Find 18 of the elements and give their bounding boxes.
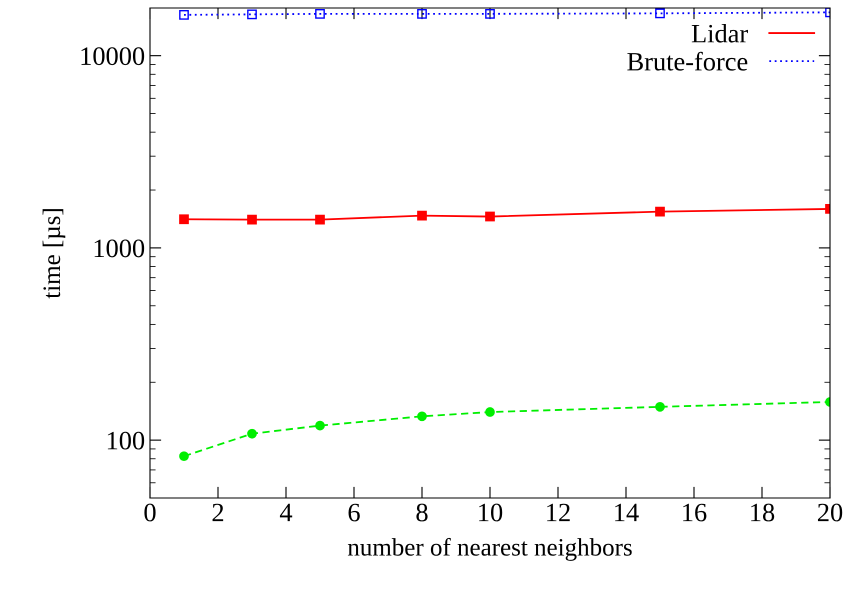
x-tick-label: 4	[280, 504, 292, 522]
x-tick-label: 8	[416, 504, 428, 522]
x-tick-label: 0	[144, 504, 156, 522]
y-tick-label: 1000	[94, 240, 144, 258]
x-tick-label: 2	[212, 504, 224, 522]
x-tick-label: 10	[479, 504, 502, 522]
y-tick-label: 10000	[81, 47, 144, 66]
x-tick-label: 16	[683, 504, 706, 522]
legend-label: Lidar	[692, 24, 748, 43]
y-tick-label: 100	[108, 432, 144, 450]
x-tick-label: 12	[547, 504, 570, 522]
x-tick-label: 18	[751, 504, 774, 522]
x-tick-label: 14	[615, 504, 639, 522]
legend-label: Brute-force	[627, 52, 748, 71]
y-axis-title: time [µs]	[42, 209, 66, 298]
x-axis-title: number of nearest neighbors	[348, 538, 632, 561]
x-tick-label: 6	[348, 504, 360, 522]
x-tick-label: 20	[818, 504, 842, 522]
